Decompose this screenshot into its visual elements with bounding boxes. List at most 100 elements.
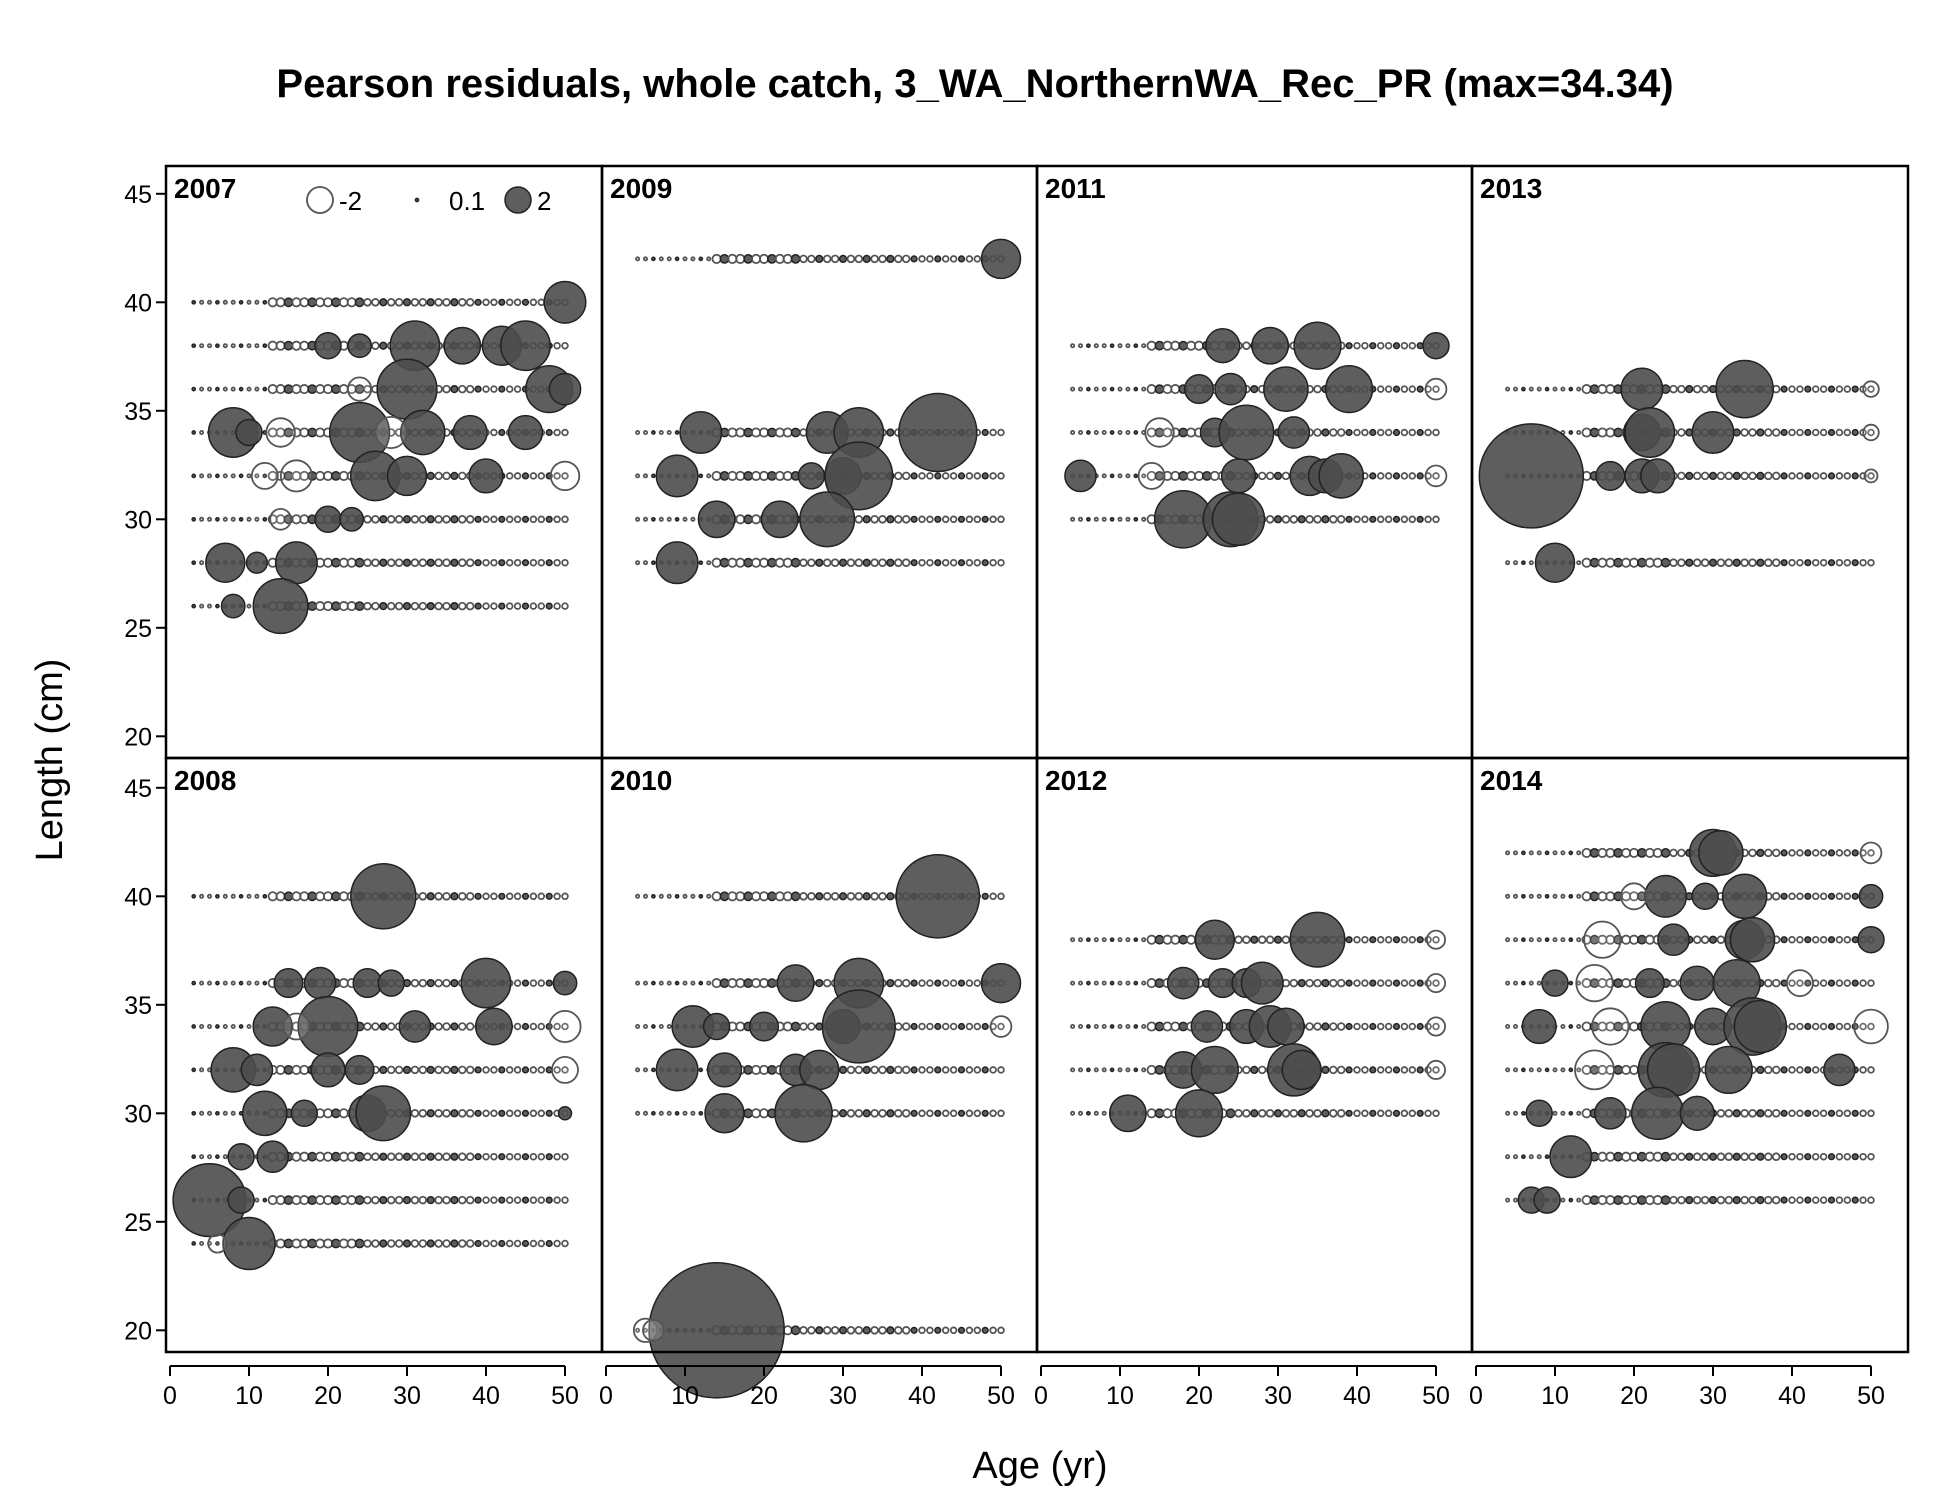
bubble [246, 386, 252, 392]
bubble [698, 893, 704, 899]
bubble [410, 978, 420, 988]
bubble [1859, 1066, 1867, 1074]
bubble [418, 601, 428, 611]
bubble [862, 254, 871, 264]
bubble [1568, 1067, 1574, 1073]
bubble [282, 1012, 311, 1041]
x-tick-label: 20 [1185, 1382, 1213, 1410]
bubble [949, 979, 958, 987]
bubble [1070, 386, 1076, 392]
bubble [206, 386, 212, 392]
bubble [262, 980, 268, 986]
bubble [220, 593, 246, 619]
bubble [1408, 1066, 1417, 1074]
bubble [973, 255, 982, 263]
bubble [322, 384, 334, 395]
bubble [797, 462, 826, 490]
bubble [989, 892, 997, 901]
bubble [537, 1109, 546, 1118]
bubble [1764, 1152, 1773, 1161]
bubble [658, 893, 664, 899]
bubble [553, 1022, 561, 1031]
bubble [1329, 1109, 1338, 1118]
bubble [1170, 1021, 1181, 1032]
bubble [941, 1022, 950, 1031]
bubble [191, 1241, 197, 1246]
bubble [1677, 1195, 1686, 1205]
bubble [1811, 935, 1820, 944]
bubble [1819, 979, 1828, 987]
bubble [426, 298, 435, 307]
bubble [1305, 1022, 1314, 1031]
bubble [254, 473, 260, 479]
bubble [1086, 386, 1091, 392]
bubble [1528, 893, 1534, 899]
bubble [1078, 1110, 1084, 1116]
bubble [894, 558, 903, 567]
bubble [386, 558, 396, 567]
bubble [545, 515, 553, 523]
bubble [918, 979, 926, 987]
bubble [191, 980, 197, 986]
bubble [807, 254, 816, 264]
bubble [698, 1067, 704, 1073]
bubble [651, 1067, 656, 1073]
bubble [997, 1109, 1005, 1118]
bubble [191, 386, 197, 392]
bubble [1070, 1110, 1076, 1116]
bubble [1733, 999, 1788, 1054]
bubble [1796, 849, 1804, 857]
bubble [632, 1317, 659, 1343]
bubble [1583, 920, 1622, 959]
bubble [450, 978, 459, 988]
bubble [299, 340, 310, 351]
bubble [537, 1152, 546, 1161]
bubble [1133, 343, 1139, 349]
bubble [410, 1239, 420, 1248]
bubble [553, 472, 561, 480]
row-38 [1070, 934, 1440, 945]
bubble [690, 516, 696, 522]
bubble [1756, 428, 1765, 437]
bubble [1851, 385, 1859, 393]
bubble [1117, 980, 1123, 986]
y-tick-label: 20 [124, 723, 152, 751]
bubble [1716, 471, 1726, 481]
bubble [1595, 460, 1626, 491]
bubble [1070, 937, 1076, 943]
bubble [1796, 428, 1804, 437]
bubble [505, 298, 514, 307]
bubble [1858, 883, 1884, 909]
bubble [1660, 1195, 1671, 1206]
bubble [474, 1109, 482, 1117]
bubble [758, 891, 770, 902]
bubble [918, 472, 926, 480]
bubble [1313, 1022, 1322, 1031]
bubble [254, 1197, 260, 1203]
bubble [1724, 1152, 1734, 1161]
bubble [545, 1239, 553, 1248]
bubble [898, 392, 978, 473]
bubble [799, 1326, 808, 1335]
bubble [1780, 472, 1788, 480]
bubble [246, 516, 252, 522]
bubble [1819, 849, 1828, 857]
bubble [1265, 471, 1275, 481]
bubble [941, 1326, 950, 1335]
bubble [965, 515, 974, 524]
bubble [238, 343, 244, 349]
bubble [1605, 1151, 1616, 1162]
bubble [735, 557, 746, 568]
bubble [322, 891, 334, 902]
bubble [1093, 1067, 1099, 1073]
bubble [1424, 515, 1432, 524]
bubble [426, 978, 435, 988]
y-tick-label: 30 [124, 1100, 152, 1128]
bubble [1250, 384, 1259, 394]
bubble [450, 1239, 459, 1248]
bubble [1369, 1109, 1377, 1117]
bubble [910, 255, 918, 263]
x-tick-label: 40 [1778, 1382, 1806, 1410]
bubble [549, 460, 581, 492]
bubble [1827, 428, 1836, 437]
